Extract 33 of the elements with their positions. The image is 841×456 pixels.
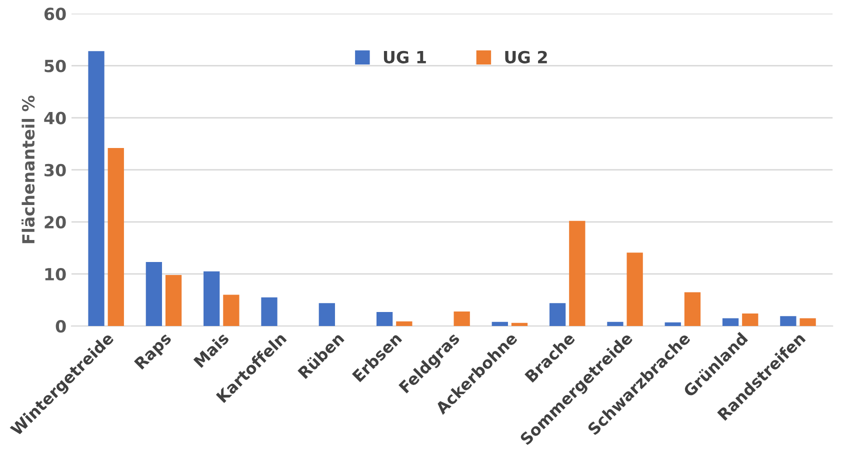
bar <box>742 314 758 326</box>
y-tick-label: 30 <box>44 164 66 176</box>
y-tick-label: 40 <box>44 112 66 124</box>
bar <box>684 292 701 326</box>
y-tick-label: 10 <box>45 268 66 281</box>
bar <box>396 321 412 326</box>
bar <box>511 322 528 326</box>
bar <box>626 252 643 326</box>
bar <box>318 303 335 326</box>
bar <box>165 275 182 326</box>
bar <box>492 322 508 326</box>
bar <box>607 322 624 326</box>
bar <box>223 294 240 326</box>
bar <box>664 322 681 326</box>
y-tick-label: 50 <box>44 60 66 72</box>
bar <box>204 271 220 326</box>
bar <box>780 316 796 326</box>
y-tick-label: 60 <box>44 8 66 20</box>
bar <box>88 51 104 326</box>
bar <box>569 220 586 326</box>
bar <box>454 311 470 326</box>
bar <box>108 148 124 326</box>
y-axis-title: Flächenanteil % <box>22 96 35 244</box>
legend-label: UG 2 <box>505 50 547 64</box>
bar <box>261 297 278 326</box>
bar <box>800 318 816 326</box>
bar <box>376 312 393 326</box>
y-tick-label: 20 <box>44 216 66 228</box>
bar <box>549 303 566 326</box>
bar <box>722 318 739 326</box>
bar <box>146 262 162 326</box>
legend-label: UG 1 <box>384 50 426 64</box>
y-tick-label: 0 <box>56 320 66 333</box>
